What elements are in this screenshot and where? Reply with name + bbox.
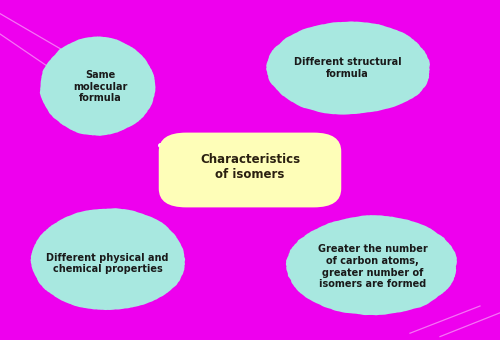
Text: Different physical and
chemical properties: Different physical and chemical properti…	[46, 253, 169, 274]
Polygon shape	[40, 36, 156, 136]
Text: Characteristics
of isomers: Characteristics of isomers	[200, 153, 300, 181]
Polygon shape	[286, 215, 457, 315]
Text: Different structural
formula: Different structural formula	[294, 57, 402, 79]
Text: Greater the number
of carbon atoms,
greater number of
isomers are formed: Greater the number of carbon atoms, grea…	[318, 244, 428, 289]
Text: Same
molecular
formula: Same molecular formula	[73, 70, 127, 103]
FancyBboxPatch shape	[159, 133, 341, 207]
Polygon shape	[266, 21, 430, 115]
Polygon shape	[30, 208, 185, 310]
